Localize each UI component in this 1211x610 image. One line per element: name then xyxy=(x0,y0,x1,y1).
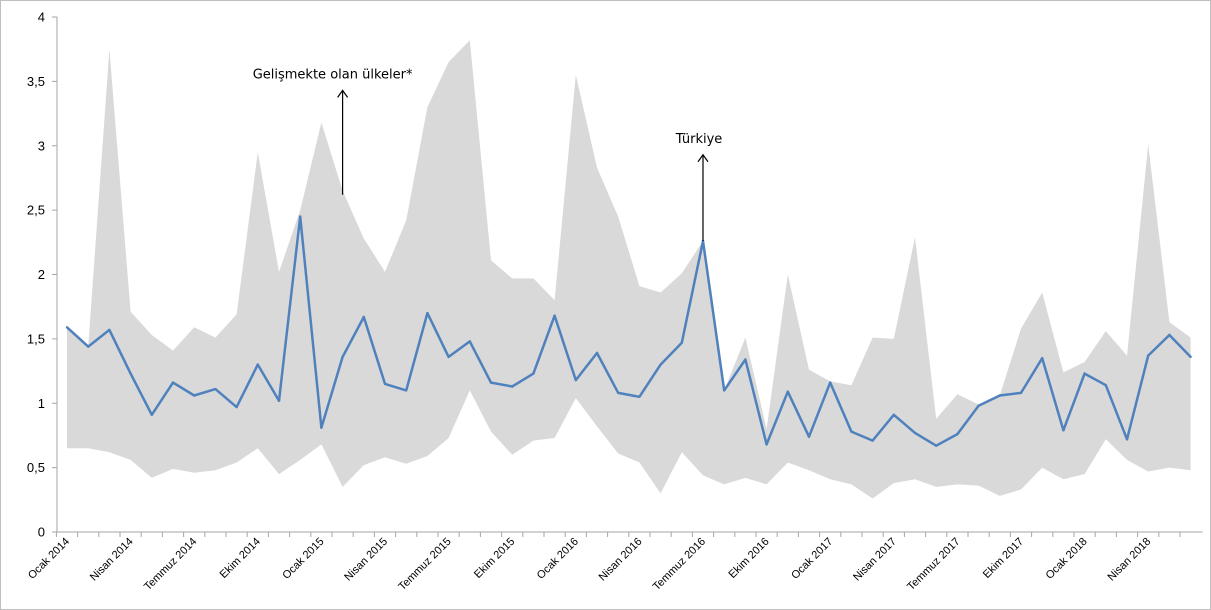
series-point xyxy=(1147,354,1150,357)
series-point xyxy=(1083,372,1086,375)
series-point xyxy=(829,381,832,384)
series-point xyxy=(362,315,365,319)
series-point xyxy=(171,381,175,384)
y-tick-label: 3,5 xyxy=(27,74,45,89)
y-tick-label: 4 xyxy=(38,10,45,25)
series-point xyxy=(235,405,238,409)
series-point xyxy=(65,326,69,329)
series-point xyxy=(935,444,938,447)
series-point xyxy=(87,345,90,348)
series-point xyxy=(1041,357,1044,360)
series-point xyxy=(1104,384,1108,387)
series-point xyxy=(1189,355,1192,359)
series-point xyxy=(1062,429,1065,432)
series-point xyxy=(638,395,641,398)
y-tick-label: 1 xyxy=(38,396,45,411)
range-band-layer xyxy=(67,40,1191,499)
y-tick-label: 2 xyxy=(38,267,45,282)
series-point xyxy=(807,435,811,438)
series-point xyxy=(744,358,747,361)
series-point xyxy=(956,432,959,436)
series-point xyxy=(489,381,493,384)
series-point xyxy=(256,363,259,366)
series-point xyxy=(1168,333,1171,337)
series-point xyxy=(786,390,789,393)
series-point xyxy=(892,413,895,416)
series-point xyxy=(595,351,599,355)
series-point xyxy=(383,382,387,386)
y-tick-label: 1,5 xyxy=(27,331,45,346)
y-tick-label: 2,5 xyxy=(27,203,45,218)
series-point xyxy=(214,387,217,391)
series-point xyxy=(341,355,344,359)
series-point xyxy=(277,399,281,402)
series-point xyxy=(532,372,535,375)
series-point xyxy=(553,314,556,317)
series-point xyxy=(659,363,662,366)
series-line-layer xyxy=(65,215,1192,447)
series-point xyxy=(1125,438,1129,441)
series-point xyxy=(150,413,153,416)
series-line-turkiye xyxy=(66,215,1192,447)
annotation-arrow-head xyxy=(337,89,349,98)
series-point xyxy=(850,430,853,433)
annotation-arrow-head xyxy=(697,153,709,163)
series-point xyxy=(913,431,917,435)
series-point xyxy=(617,391,620,395)
y-tick-label: 3 xyxy=(38,138,45,153)
series-point xyxy=(320,426,323,429)
annotation-layer: Gelişmekte olan ülkeler* Türkiye xyxy=(253,67,723,242)
series-point xyxy=(108,328,111,332)
series-point xyxy=(447,355,450,359)
series-point xyxy=(680,341,683,344)
series-point xyxy=(1019,391,1023,395)
series-point xyxy=(998,394,1001,397)
annotation-label: Gelişmekte olan ülkeler* xyxy=(253,67,413,82)
series-point xyxy=(511,385,514,388)
series-point xyxy=(977,404,980,407)
series-point xyxy=(871,439,874,442)
series-point xyxy=(426,311,429,315)
series-point xyxy=(129,372,132,375)
range-band-area xyxy=(67,40,1191,499)
series-point xyxy=(299,215,302,218)
y-tick-label: 0,5 xyxy=(27,460,45,475)
series-point xyxy=(468,340,471,343)
series-point xyxy=(723,389,726,392)
series-point xyxy=(765,443,768,446)
series-point xyxy=(193,394,196,397)
annotation-label: Türkiye xyxy=(675,132,723,147)
y-tick-label: 0 xyxy=(38,525,45,540)
series-point xyxy=(405,389,408,392)
series-point xyxy=(574,378,577,382)
